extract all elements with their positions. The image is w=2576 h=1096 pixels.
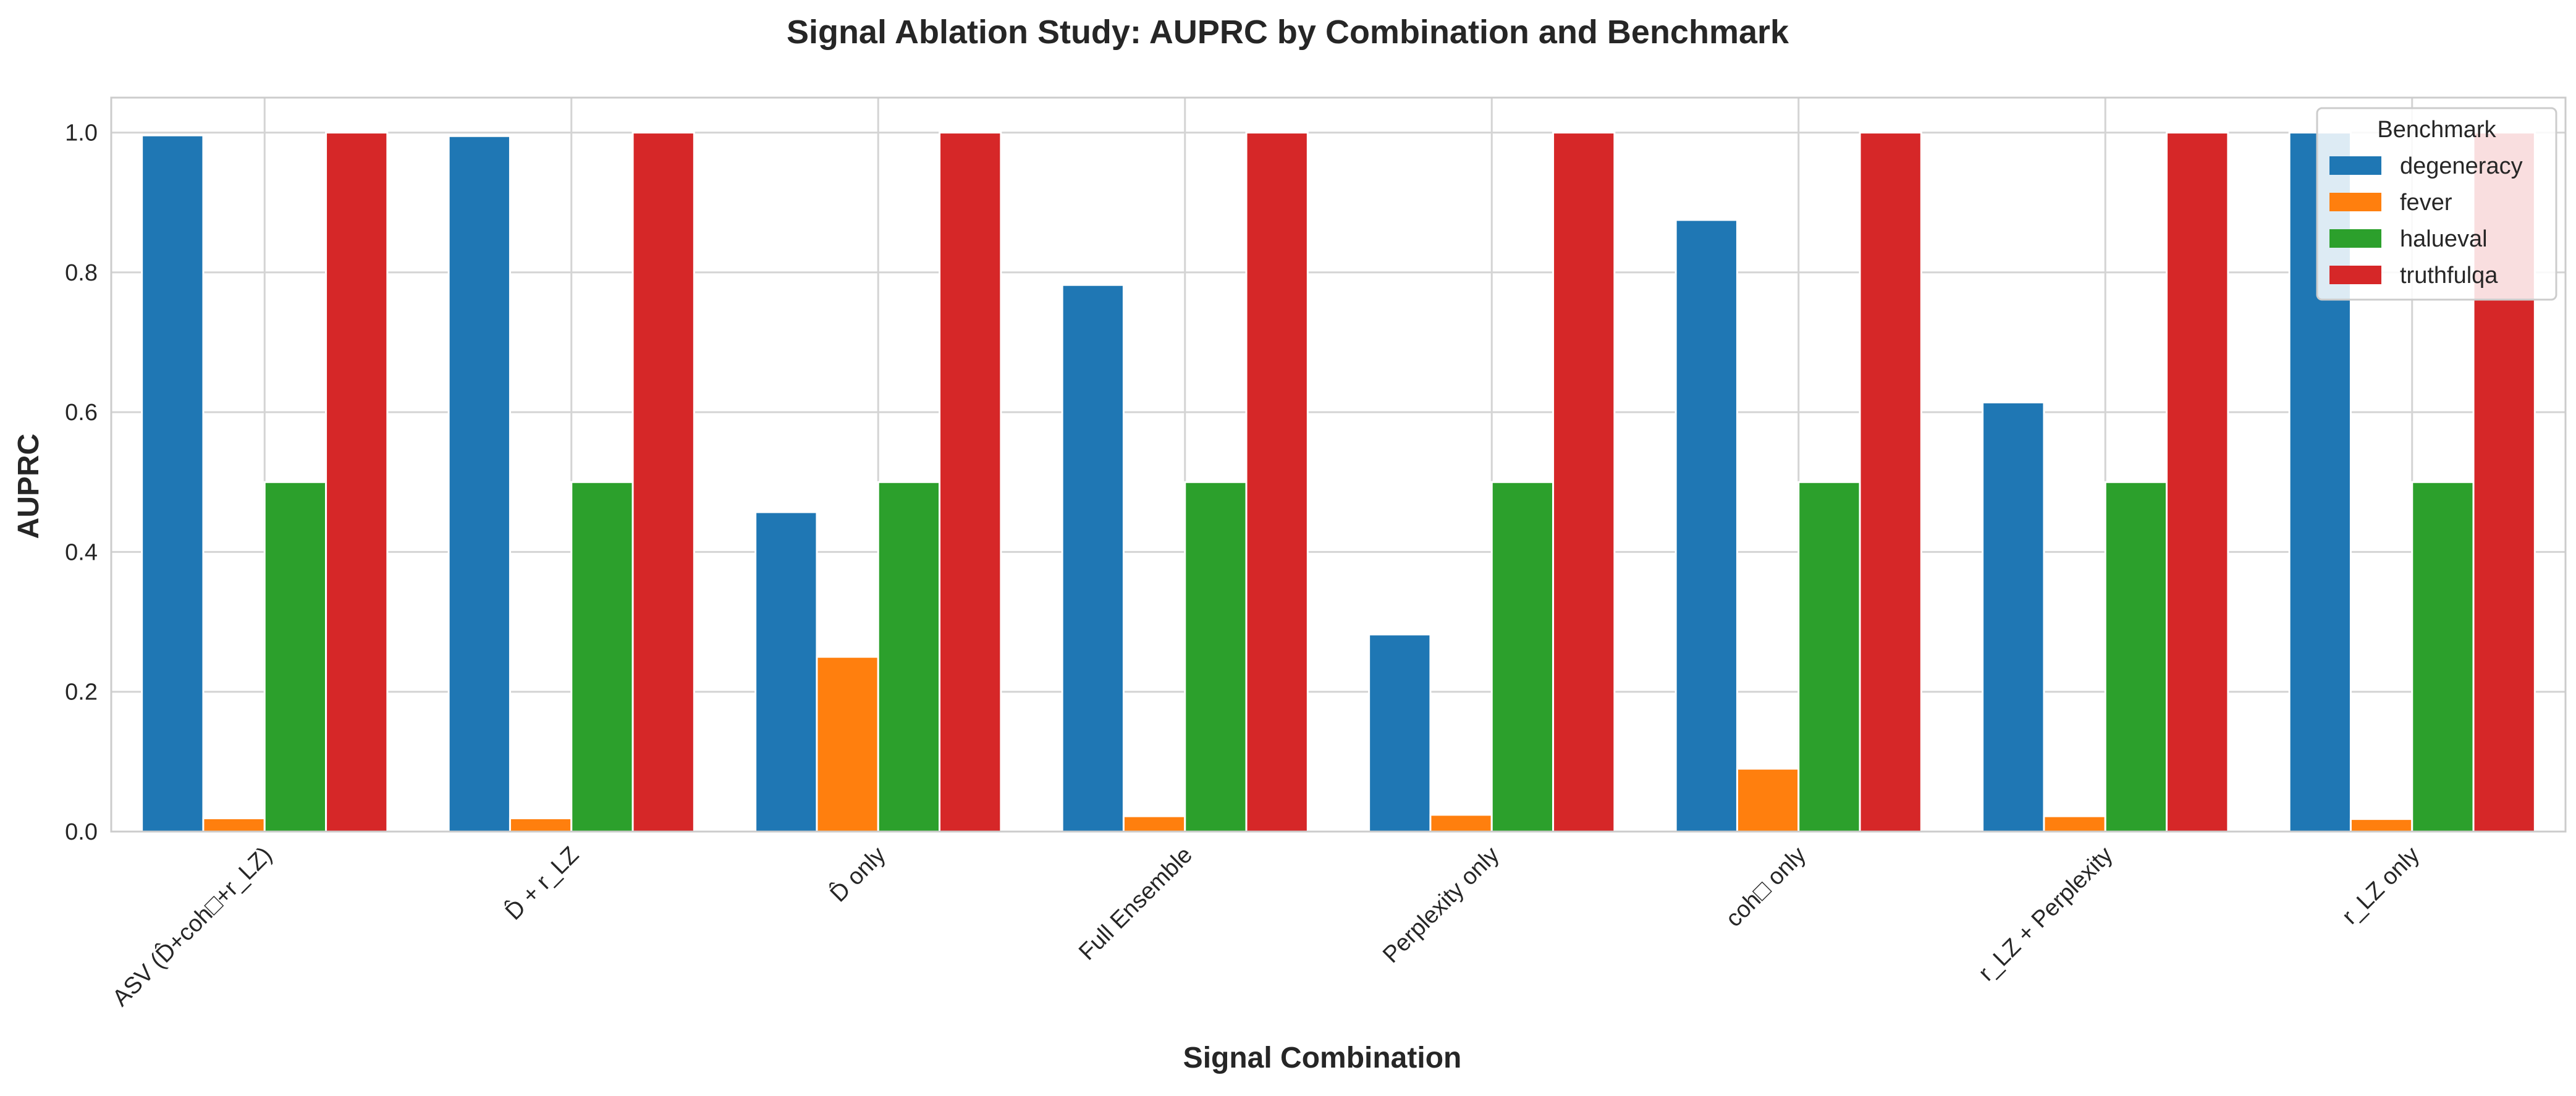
bar-fever	[1122, 815, 1186, 833]
bar-degeneracy	[447, 135, 511, 833]
legend-swatch-truthfulqa	[2329, 266, 2381, 284]
bar-truthfulqa	[939, 132, 1002, 833]
bar-truthfulqa	[1552, 132, 1616, 833]
bar-fever	[202, 817, 266, 833]
bar-fever	[2043, 815, 2106, 833]
bar-fever	[509, 817, 573, 833]
bar-degeneracy	[1982, 401, 2045, 833]
bar-truthfulqa	[1245, 132, 1309, 833]
bar-fever	[2349, 818, 2413, 833]
bar-halueval	[2411, 481, 2475, 833]
legend-label-fever: fever	[2400, 190, 2452, 216]
y-axis-label: AUPRC	[12, 434, 45, 539]
y-tick-label: 0.6	[65, 400, 98, 426]
legend-label-degeneracy: degeneracy	[2400, 153, 2523, 179]
bar-truthfulqa	[325, 132, 389, 833]
x-axis-label: Signal Combination	[1183, 1042, 1462, 1074]
bar-halueval	[1490, 481, 1555, 833]
bar-halueval	[570, 481, 634, 833]
legend-swatch-halueval	[2329, 229, 2381, 248]
y-tick-label: 0.4	[65, 539, 98, 565]
bar-degeneracy	[1674, 219, 1738, 833]
bar-halueval	[1797, 481, 1861, 833]
bar-halueval	[2104, 481, 2168, 833]
legend-swatch-fever	[2329, 193, 2381, 211]
bar-truthfulqa	[2166, 132, 2229, 833]
bar-truthfulqa	[1859, 132, 1922, 833]
bar-degeneracy	[1368, 633, 1432, 833]
y-tick-label: 0.2	[65, 680, 98, 706]
bar-fever	[1429, 814, 1493, 833]
legend-label-truthfulqa: truthfulqa	[2400, 263, 2498, 289]
y-tick-labels: 0.0 0.2 0.4 0.6 0.8 1.0	[65, 120, 98, 845]
chart-title: Signal Ablation Study: AUPRC by Combinat…	[787, 14, 1789, 51]
y-tick-label: 0.0	[65, 819, 98, 845]
y-tick-label: 0.8	[65, 260, 98, 286]
bar-halueval	[877, 481, 941, 833]
legend-swatch-degeneracy	[2329, 156, 2381, 175]
bar-degeneracy	[141, 134, 205, 833]
bar-halueval	[263, 481, 327, 833]
legend-title: Benchmark	[2377, 117, 2496, 143]
y-tick-label: 1.0	[65, 120, 98, 146]
bar-fever	[816, 655, 879, 833]
bar-degeneracy	[1061, 284, 1125, 833]
bar-halueval	[1184, 481, 1248, 833]
bar-degeneracy	[754, 511, 818, 833]
legend: Benchmark degeneracy fever halueval truthful…	[2316, 107, 2557, 301]
legend-label-halueval: halueval	[2400, 226, 2488, 252]
legend-box	[2316, 107, 2557, 301]
bar-fever	[1736, 767, 1800, 833]
bar-truthfulqa	[631, 132, 695, 833]
plot-frame	[110, 96, 2567, 833]
